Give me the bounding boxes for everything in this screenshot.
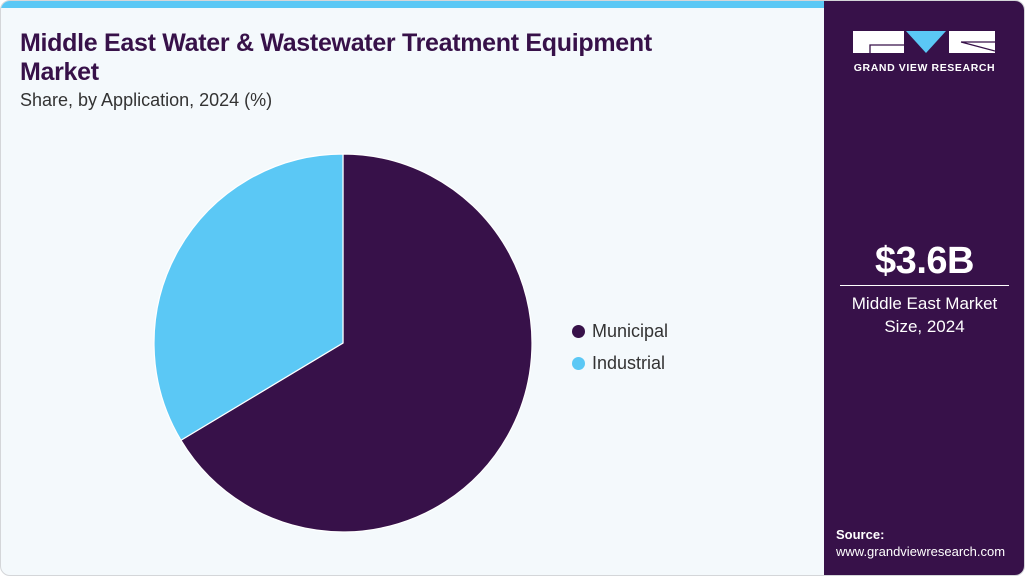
legend-item-municipal: Municipal — [572, 315, 668, 347]
logo-text: GRAND VIEW RESEARCH — [853, 62, 996, 74]
legend-dot-icon — [572, 356, 585, 370]
pie-slice-industrial — [153, 153, 344, 442]
legend-label: Municipal — [592, 320, 669, 341]
source-label: Source: — [836, 527, 885, 542]
chart-title: Middle East Water & Wastewater Treatment… — [20, 29, 652, 86]
summary-sidebar: GRAND VIEW RESEARCH $3.6B Middle East Ma… — [824, 1, 1024, 575]
source-url: www.grandviewresearch.com — [836, 544, 1006, 559]
market-size-label: Middle East Market Size, 2024 — [824, 292, 1024, 338]
chart-legend: Municipal Industrial — [572, 315, 668, 379]
market-size-value: $3.6B — [875, 240, 974, 282]
legend-dot-icon — [572, 324, 585, 338]
legend-label: Industrial — [592, 352, 666, 373]
market-size-label-line2: Size, 2024 — [884, 317, 965, 336]
top-accent-bar — [1, 1, 824, 8]
pie-slice-municipal — [180, 153, 533, 533]
pie-chart — [153, 153, 533, 533]
market-size-label-line1: Middle East Market — [851, 294, 998, 313]
divider — [840, 285, 1009, 286]
chart-subtitle: Share, by Application, 2024 (%) — [20, 90, 273, 110]
grand-view-research-logo-icon — [853, 31, 995, 53]
legend-item-industrial: Industrial — [572, 347, 668, 379]
